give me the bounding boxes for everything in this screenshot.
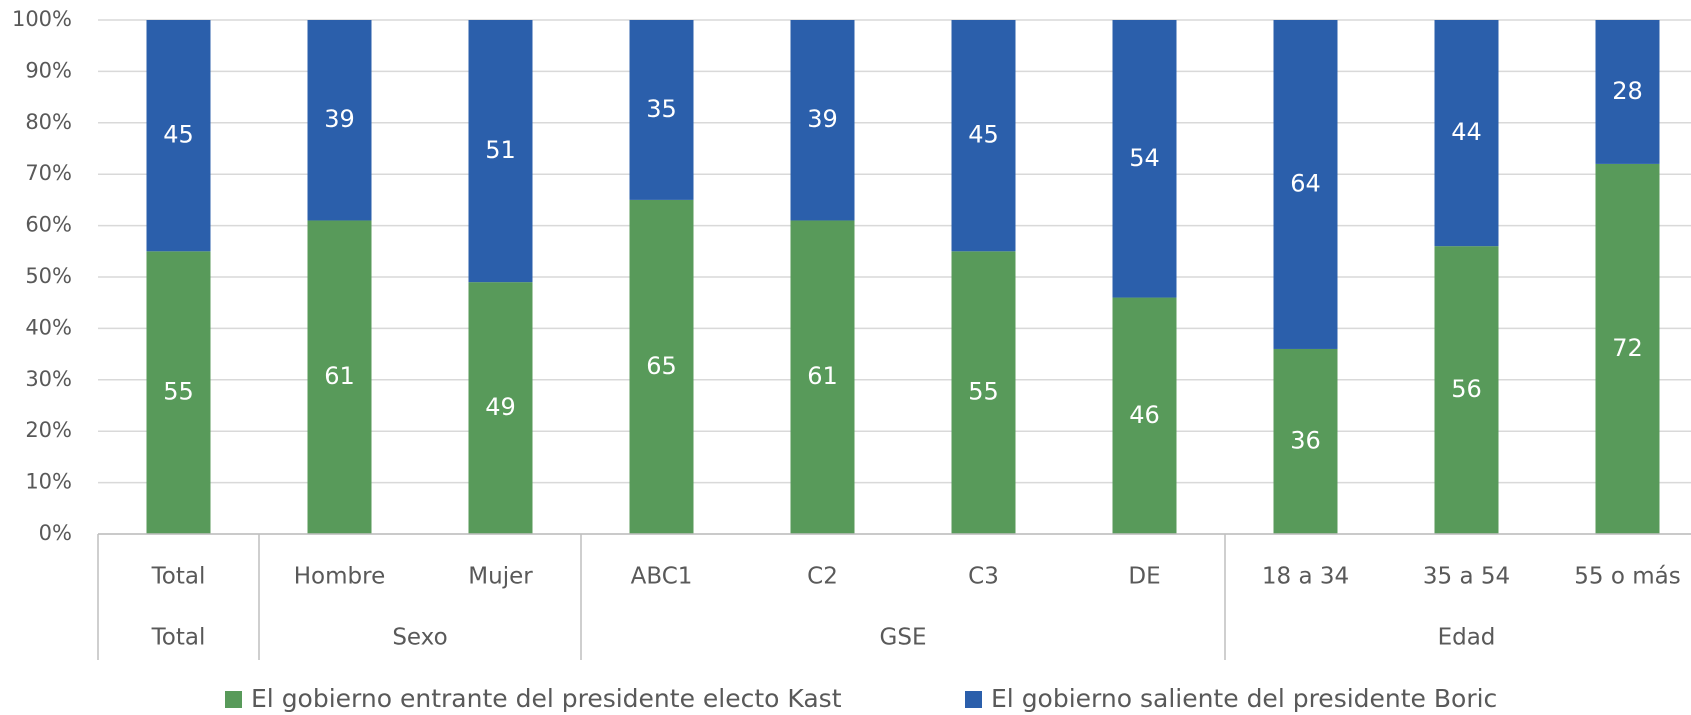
data-label: 64 (1290, 169, 1321, 197)
data-label: 65 (646, 352, 677, 380)
y-tick-label: 100% (12, 7, 72, 31)
x-tick-label: ABC1 (631, 564, 693, 590)
x-tick-label: 35 a 54 (1423, 564, 1510, 590)
data-label: 39 (807, 105, 838, 133)
data-label: 55 (163, 378, 194, 406)
bar-segment (790, 20, 855, 221)
x-tick-label: DE (1128, 564, 1160, 590)
data-label: 46 (1129, 401, 1160, 429)
x-tick-label: Total (151, 564, 206, 590)
bar-segment (1112, 297, 1177, 534)
bar-segment (468, 20, 533, 283)
data-label: 72 (1612, 334, 1643, 362)
bar-segment (146, 251, 211, 535)
data-label: 44 (1451, 118, 1482, 146)
y-tick-label: 60% (25, 213, 72, 237)
group-label: GSE (880, 625, 927, 651)
y-tick-label: 90% (25, 58, 72, 82)
y-tick-label: 80% (25, 110, 72, 134)
data-label: 49 (485, 393, 516, 421)
bar-segment (1595, 20, 1660, 164)
data-label: 28 (1612, 77, 1643, 105)
group-label: Sexo (392, 625, 447, 651)
bar-segment (1112, 20, 1177, 298)
bar-segment (629, 20, 694, 200)
y-tick-label: 40% (25, 315, 72, 339)
data-label: 55 (968, 378, 999, 406)
x-tick-label: 18 a 34 (1262, 564, 1349, 590)
y-tick-label: 30% (25, 367, 72, 391)
bar-segment (1273, 20, 1338, 349)
data-label: 45 (163, 121, 194, 149)
x-tick-label: C3 (968, 564, 999, 590)
data-label: 61 (807, 362, 838, 390)
y-tick-label: 70% (25, 161, 72, 185)
data-label: 56 (1451, 375, 1482, 403)
data-label: 51 (485, 136, 516, 164)
legend-label: El gobierno entrante del presidente elec… (251, 684, 842, 713)
x-tick-label: C2 (807, 564, 838, 590)
bar-segment (1434, 246, 1499, 534)
bar-segment (1595, 163, 1660, 535)
data-label: 35 (646, 95, 677, 123)
group-label: Total (151, 625, 206, 651)
legend-swatch (225, 691, 242, 708)
legend-label: El gobierno saliente del presidente Bori… (991, 684, 1497, 713)
bar-segment (1434, 20, 1499, 247)
y-tick-label: 50% (25, 264, 72, 288)
bar-segment (307, 220, 372, 534)
bar-segment (146, 20, 211, 252)
data-label: 39 (324, 105, 355, 133)
y-tick-label: 10% (25, 470, 72, 494)
bar-segment (629, 199, 694, 534)
y-tick-label: 20% (25, 418, 72, 442)
x-tick-label: 55 o más (1574, 564, 1680, 590)
bar-segment (468, 282, 533, 534)
data-label: 45 (968, 121, 999, 149)
bar-segment (790, 220, 855, 534)
data-label: 61 (324, 362, 355, 390)
bar-segment (1273, 348, 1338, 534)
bar-segment (307, 20, 372, 221)
group-label: Edad (1438, 625, 1496, 651)
x-tick-label: Hombre (294, 564, 385, 590)
x-tick-label: Mujer (468, 564, 533, 590)
bar-segment (951, 251, 1016, 535)
legend-swatch (965, 691, 982, 708)
data-label: 54 (1129, 144, 1160, 172)
y-tick-label: 0% (39, 521, 72, 545)
bar-segment (951, 20, 1016, 252)
data-label: 36 (1290, 426, 1321, 454)
